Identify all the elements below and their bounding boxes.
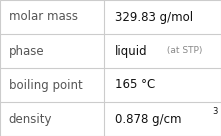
Text: 165 °C: 165 °C [115,78,155,92]
Text: density: density [9,112,52,126]
Text: molar mass: molar mass [9,10,78,24]
Text: (at STP): (at STP) [164,47,202,55]
Text: 0.878 g/cm: 0.878 g/cm [115,112,181,126]
Text: boiling point: boiling point [9,78,83,92]
Text: liquid: liquid [115,44,148,58]
Text: 3: 3 [212,107,217,116]
Text: 329.83 g/mol: 329.83 g/mol [115,10,193,24]
Text: phase: phase [9,44,44,58]
